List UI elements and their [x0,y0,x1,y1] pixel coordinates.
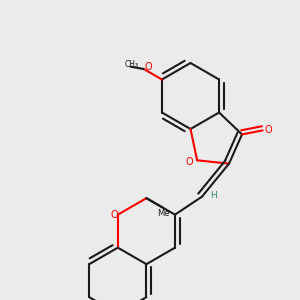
Text: O: O [144,61,152,72]
Text: CH₃: CH₃ [125,60,139,69]
Text: H: H [211,191,218,200]
Text: O: O [264,125,272,135]
Text: O: O [110,210,118,220]
Text: O: O [186,157,194,167]
Text: Me: Me [157,209,169,218]
